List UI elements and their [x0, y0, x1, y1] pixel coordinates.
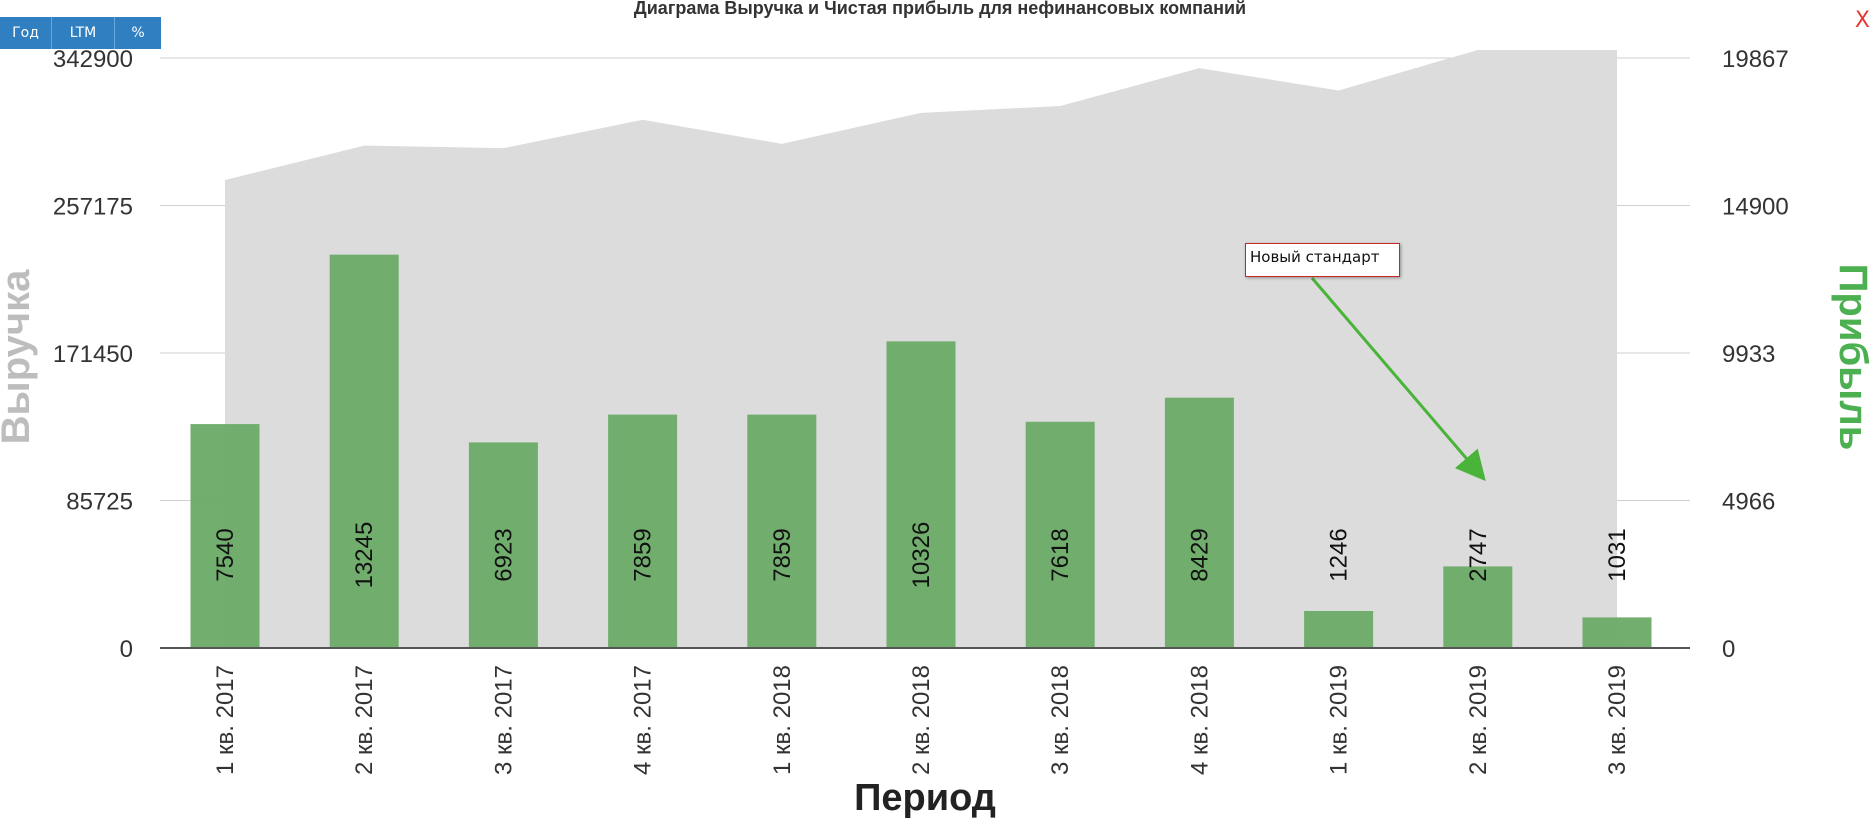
chart-title: Диаграма Выручка и Чистая прибыль для не… [634, 0, 1246, 18]
profit-bar [886, 341, 956, 648]
left-axis-title: Выручка [0, 269, 38, 444]
bar-data-label: 2747 [1465, 528, 1492, 581]
x-tick-label: 2 кв. 2019 [1465, 665, 1492, 775]
bar-data-label: 7618 [1047, 528, 1074, 581]
annotation-label: Новый стандарт [1245, 243, 1400, 277]
period-toolbar: Год LTM % [0, 17, 161, 49]
profit-bar [190, 424, 260, 648]
right-tick-label: 19867 [1722, 46, 1789, 73]
x-tick-label: 3 кв. 2017 [490, 665, 517, 775]
left-tick-label: 85725 [66, 489, 133, 516]
right-tick-label: 0 [1722, 636, 1735, 663]
bar-data-label: 1031 [1604, 528, 1631, 581]
profit-bar [468, 442, 538, 648]
x-tick-label: 1 кв. 2017 [212, 665, 239, 775]
bar-data-label: 6923 [490, 528, 517, 581]
x-tick-label: 3 кв. 2019 [1604, 665, 1631, 775]
bar-data-label: 10326 [908, 522, 935, 589]
profit-bar [1443, 566, 1513, 648]
profit-bar [1304, 610, 1374, 648]
x-axis-title: Период [854, 777, 996, 819]
profit-bar [608, 414, 678, 648]
bar-data-label: 7859 [769, 528, 796, 581]
x-tick-label: 1 кв. 2019 [1326, 665, 1353, 775]
left-tick-label: 342900 [53, 46, 133, 73]
ltm-button[interactable]: LTM [52, 17, 115, 49]
bar-data-label: 1246 [1326, 528, 1353, 581]
x-tick-label: 1 кв. 2018 [769, 665, 796, 775]
x-tick-label: 4 кв. 2017 [630, 665, 657, 775]
profit-bar [329, 254, 399, 648]
bar-data-label: 13245 [351, 522, 378, 589]
left-tick-label: 171450 [53, 341, 133, 368]
left-tick-label: 257175 [53, 194, 133, 221]
x-tick-label: 2 кв. 2017 [351, 665, 378, 775]
profit-bar [1025, 421, 1095, 648]
right-tick-label: 14900 [1722, 194, 1789, 221]
right-axis-title: Прибыль [1831, 264, 1870, 451]
x-tick-label: 3 кв. 2018 [1047, 665, 1074, 775]
annotation-arrow [1310, 277, 1486, 482]
x-tick-label: 2 кв. 2018 [908, 665, 935, 775]
close-icon[interactable]: X [1854, 8, 1870, 33]
right-tick-label: 4966 [1722, 489, 1775, 516]
profit-bar [747, 414, 817, 648]
bar-data-label: 8429 [1186, 528, 1213, 581]
profit-bar [1164, 397, 1234, 648]
bar-data-label: 7859 [630, 528, 657, 581]
bar-data-label: 7540 [212, 528, 239, 581]
x-tick-label: 4 кв. 2018 [1186, 665, 1213, 775]
year-button[interactable]: Год [0, 17, 52, 49]
percent-button[interactable]: % [115, 17, 161, 49]
profit-bar [1582, 617, 1652, 648]
right-tick-label: 9933 [1722, 341, 1775, 368]
left-tick-label: 0 [120, 636, 133, 663]
